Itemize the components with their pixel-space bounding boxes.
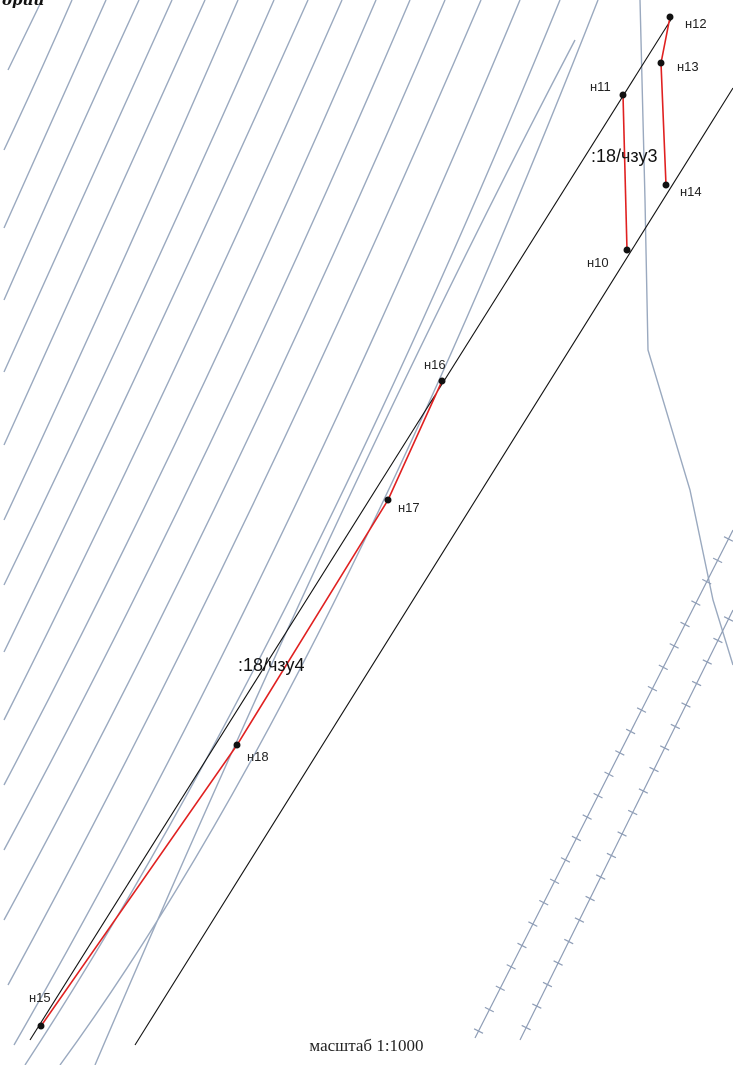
label-n17: н17 [398,500,420,515]
rail-tick [712,557,723,564]
point-n11 [619,91,627,99]
rail-tick [542,981,553,988]
rail-tick [702,659,712,665]
label-n14: н14 [680,184,702,199]
point-n14 [662,181,670,189]
rail-tick [659,745,670,751]
rail-tick [506,964,516,970]
rail-tick [571,835,582,842]
rail-tick [615,750,625,756]
label-n12: н12 [685,16,707,31]
rail-tick [638,788,649,794]
zone-3-boundary-b [660,16,671,186]
rail-tick [517,942,527,949]
rail-tick [702,578,712,585]
rail-tick [528,921,538,927]
rail-tick [473,1028,484,1034]
parcel-label-zone-3: :18/чзу3 [591,146,657,166]
rail-tick [560,857,571,863]
label-n18: н18 [247,749,269,764]
rail-tick [549,878,560,885]
rail-tick [681,702,691,708]
label-n13: н13 [677,59,699,74]
label-n15: н15 [29,990,51,1005]
corner-fragment-text: ории [2,0,45,9]
rail-tick [669,643,679,649]
rail-tick [691,680,702,687]
rail-tick [723,616,733,622]
rail-tick [495,985,505,992]
rail-tick [595,874,606,880]
rail-tick [539,899,549,906]
rail-tick [521,1024,531,1031]
rail-tick [670,723,681,730]
label-n16: н16 [424,357,446,372]
rail-tick [680,621,690,628]
rail-tick [585,895,595,902]
rail-tick [723,536,733,542]
point-n13 [657,59,665,67]
rail-tick [627,809,638,816]
label-n11: н11 [590,79,611,94]
point-n10 [623,246,631,254]
rail-tick [582,814,592,820]
point-n16 [438,377,446,385]
rail-tick [625,728,636,735]
zone-3-boundary-a [622,94,628,251]
label-n10: н10 [587,255,609,270]
rail-tick [532,1003,542,1009]
point-n15 [37,1022,45,1030]
survey-points [37,13,674,1030]
rail-tick [647,685,658,692]
contour-lines [3,0,733,1065]
rail-tick [484,1006,495,1013]
point-n18 [233,741,241,749]
rail-tick [606,852,617,859]
scale-label: масштаб 1:1000 [309,1036,424,1055]
parcel-label-zone-4: :18/чзу4 [238,655,304,675]
rail-tick [713,637,723,644]
rail-tick [604,771,614,778]
rail-tick [574,917,585,923]
rail-tick [636,707,647,713]
rail-tick [691,600,701,606]
rail-tick [564,938,574,945]
rail-tick [617,831,627,837]
point-n17 [384,496,392,504]
rail-tick [553,960,563,966]
rail-tick [593,792,603,799]
point-n12 [666,13,674,21]
rail-tick [649,766,659,773]
zone-4-boundary [40,380,443,1027]
railway-tracks [473,529,733,1041]
black-boundary-lines [29,17,733,1046]
rail-tick [658,664,668,671]
